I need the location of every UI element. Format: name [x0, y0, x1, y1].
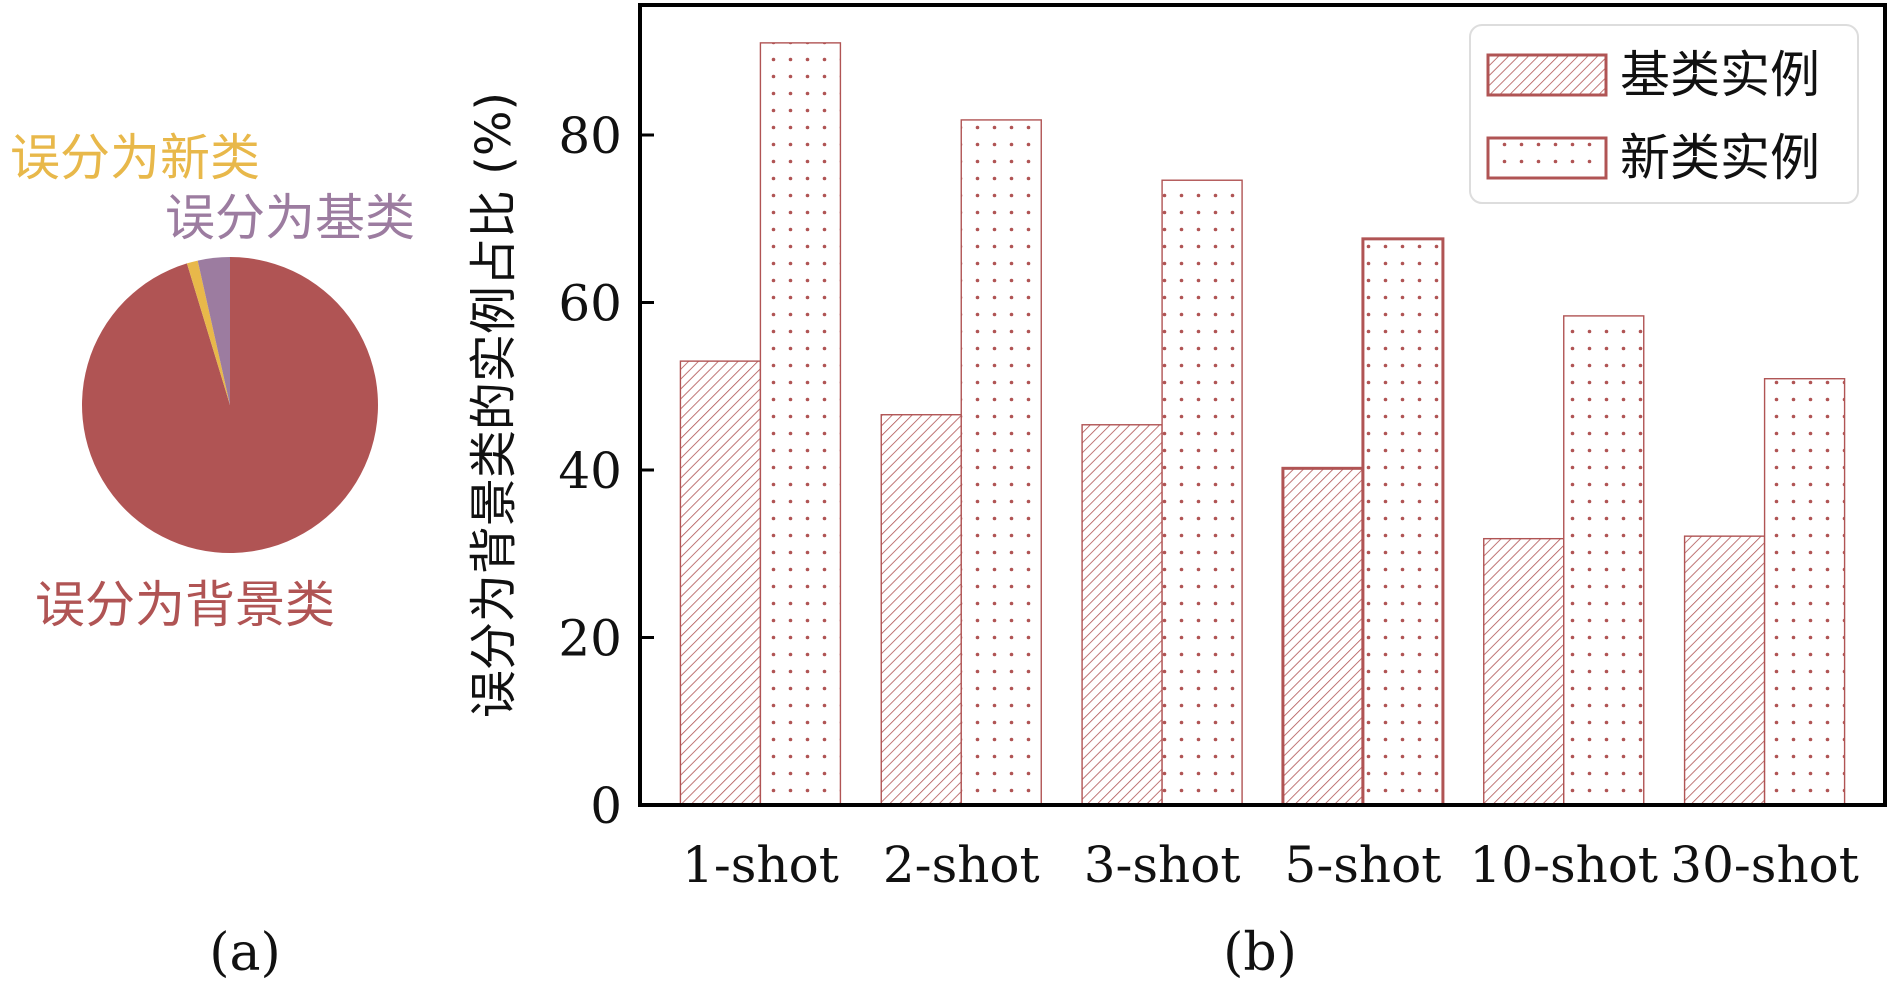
legend-swatch-base — [1486, 53, 1608, 97]
y-tick-label: 60 — [558, 275, 622, 333]
y-tick-label: 40 — [558, 442, 622, 500]
y-axis-label: 误分为背景类的实例占比 (%) — [466, 92, 522, 718]
x-tick-label: 2-shot — [883, 836, 1040, 894]
bar-novel-1-shot — [759, 42, 842, 806]
legend-label-base: 基类实例 — [1620, 46, 1820, 104]
pie-slice — [186, 260, 230, 405]
plot-frame — [638, 3, 1887, 807]
caption-a: (a) — [209, 923, 281, 983]
pie-slice — [81, 257, 378, 553]
x-tick-label: 1-shot — [682, 836, 839, 894]
x-tick-label: 30-shot — [1670, 836, 1859, 894]
bar-base-10-shot — [1483, 537, 1565, 806]
bar-base-30-shot — [1683, 535, 1766, 806]
x-tick-label: 5-shot — [1285, 836, 1442, 894]
bar-novel-2-shot — [960, 119, 1042, 806]
bar-novel-3-shot — [1161, 179, 1243, 806]
bar-base-5-shot — [1281, 466, 1365, 807]
pie-slice — [197, 257, 230, 405]
x-axis: 1-shot 2-shot 3-shot 5-shot 10-shot 30-shot — [682, 836, 1859, 894]
y-tick-label: 20 — [558, 610, 622, 668]
pie-label-background: 误分为背景类 — [35, 576, 335, 634]
pie-label-base: 误分为基类 — [165, 189, 415, 247]
bar-base-1-shot — [679, 360, 762, 806]
bar-novel-10-shot — [1563, 315, 1645, 806]
legend-label-novel: 新类实例 — [1620, 129, 1820, 187]
bar-chart — [679, 42, 1846, 807]
x-tick-label: 10-shot — [1469, 836, 1658, 894]
pie-label-novel: 误分为新类 — [10, 129, 260, 187]
legend: 基类实例 新类实例 — [1469, 24, 1859, 204]
legend-swatch-novel — [1486, 136, 1608, 180]
y-tick-label: 80 — [558, 107, 622, 165]
pie-chart — [81, 257, 378, 553]
caption-b: (b) — [1223, 923, 1297, 983]
bar-base-2-shot — [880, 414, 962, 806]
x-tick-label: 3-shot — [1084, 836, 1241, 894]
y-axis: 0 20 40 60 80 — [558, 107, 654, 835]
bar-novel-30-shot — [1763, 378, 1846, 806]
bar-base-3-shot — [1081, 424, 1163, 806]
bar-novel-5-shot — [1361, 237, 1445, 807]
y-tick-label: 0 — [590, 777, 622, 835]
